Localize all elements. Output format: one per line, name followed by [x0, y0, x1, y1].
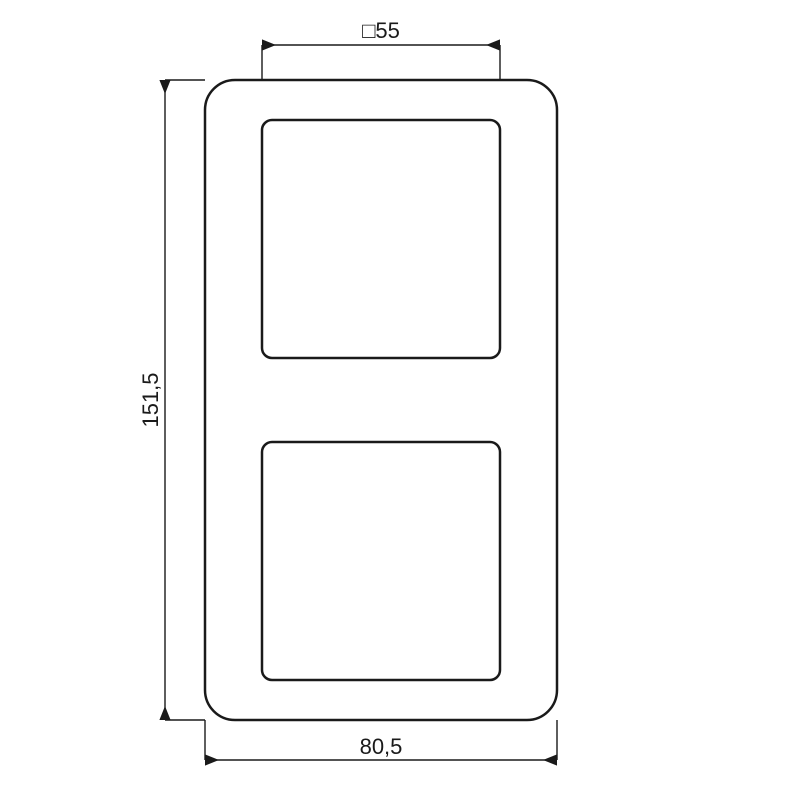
inner-square-1: [262, 120, 500, 358]
technical-drawing: □55 80,5 151,5: [0, 0, 800, 800]
inner-square-2: [262, 442, 500, 680]
dim-bottom-label: 80,5: [360, 734, 403, 759]
outer-frame: [205, 80, 557, 720]
dim-left-label: 151,5: [138, 372, 163, 427]
dim-top-label: □55: [362, 18, 400, 43]
